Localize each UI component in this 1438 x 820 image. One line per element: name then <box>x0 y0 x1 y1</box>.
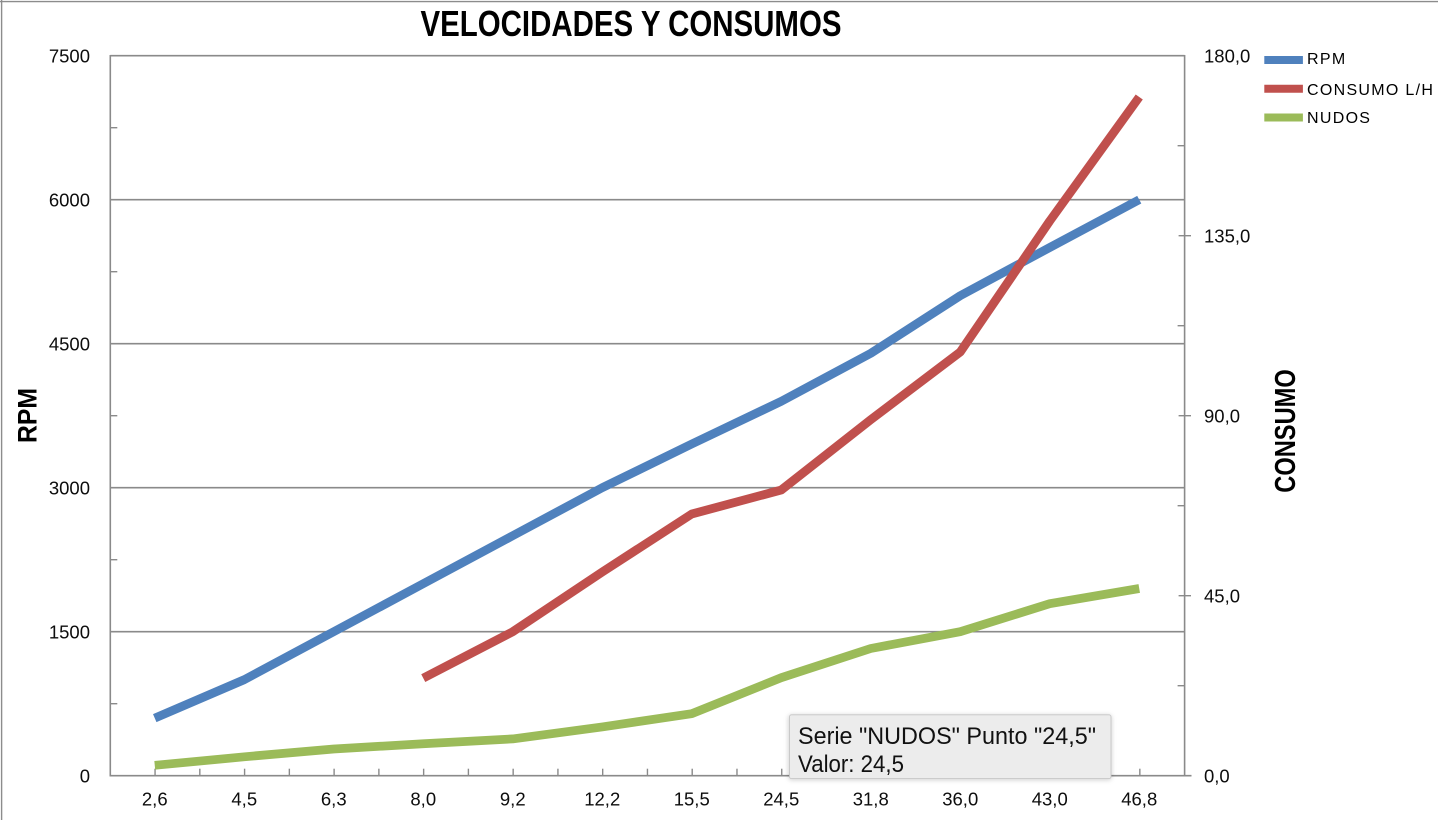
svg-text:9,2: 9,2 <box>500 789 526 810</box>
svg-text:7500: 7500 <box>49 45 90 66</box>
svg-text:CONSUMO: CONSUMO <box>1270 369 1302 493</box>
svg-text:NUDOS: NUDOS <box>1307 110 1371 127</box>
svg-text:0: 0 <box>80 765 90 786</box>
svg-text:6,3: 6,3 <box>321 789 347 810</box>
svg-text:8,0: 8,0 <box>410 789 436 810</box>
svg-text:RPM: RPM <box>12 388 42 443</box>
svg-text:90,0: 90,0 <box>1204 405 1240 426</box>
svg-text:12,2: 12,2 <box>584 789 620 810</box>
svg-text:VELOCIDADES Y CONSUMOS: VELOCIDADES Y CONSUMOS <box>421 3 842 44</box>
svg-text:3000: 3000 <box>49 477 90 498</box>
svg-text:Serie "NUDOS" Punto "24,5": Serie "NUDOS" Punto "24,5" <box>798 723 1096 750</box>
svg-text:24,5: 24,5 <box>763 789 799 810</box>
svg-text:2,6: 2,6 <box>142 789 168 810</box>
svg-text:4,5: 4,5 <box>231 789 257 810</box>
svg-text:46,8: 46,8 <box>1121 789 1157 810</box>
svg-text:Valor: 24,5: Valor: 24,5 <box>798 751 904 778</box>
svg-text:4500: 4500 <box>49 333 90 354</box>
svg-text:180,0: 180,0 <box>1204 45 1250 66</box>
svg-text:43,0: 43,0 <box>1032 789 1068 810</box>
svg-text:15,5: 15,5 <box>674 789 710 810</box>
svg-text:31,8: 31,8 <box>853 789 889 810</box>
svg-text:0,0: 0,0 <box>1204 765 1230 786</box>
svg-text:135,0: 135,0 <box>1204 225 1250 246</box>
svg-text:6000: 6000 <box>49 189 90 210</box>
svg-text:45,0: 45,0 <box>1204 585 1240 606</box>
svg-text:CONSUMO L/H: CONSUMO L/H <box>1307 82 1434 99</box>
svg-text:1500: 1500 <box>49 621 90 642</box>
svg-text:RPM: RPM <box>1307 51 1346 68</box>
svg-text:36,0: 36,0 <box>942 789 978 810</box>
